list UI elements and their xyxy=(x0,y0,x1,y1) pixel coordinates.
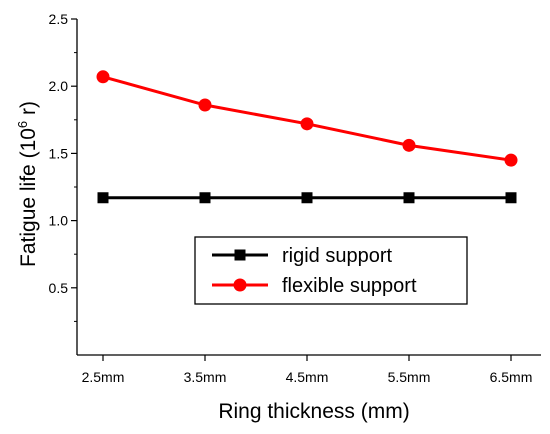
y-tick-label: 2.0 xyxy=(49,78,69,94)
data-point xyxy=(402,138,416,152)
data-point xyxy=(301,192,313,204)
y-ticks: 0.5 1.0 1.5 2.0 2.5 xyxy=(49,11,77,322)
legend-label: flexible support xyxy=(282,275,417,297)
data-point xyxy=(504,153,518,167)
data-point xyxy=(300,117,314,131)
y-tick-label: 1.5 xyxy=(49,145,69,161)
data-point xyxy=(403,192,415,204)
data-point xyxy=(505,192,517,204)
x-tick-label: 4.5mm xyxy=(286,369,329,385)
y-tick-label: 2.5 xyxy=(49,11,69,27)
y-axis-title-exponent: 6 xyxy=(15,121,30,128)
x-ticks: 2.5mm 3.5mm 4.5mm 5.5mm 6.5mm xyxy=(82,355,533,385)
series-layer xyxy=(96,70,518,204)
x-tick-label: 6.5mm xyxy=(490,369,533,385)
y-axis-title-main: Fatigue life (10 xyxy=(17,128,40,267)
legend-item: flexible support xyxy=(212,275,417,297)
x-tick-label: 3.5mm xyxy=(184,369,227,385)
legend-marker xyxy=(234,249,246,261)
data-point xyxy=(199,192,211,204)
x-tick-label: 2.5mm xyxy=(82,369,125,385)
y-axis-title: Fatigue life (106 r) xyxy=(15,101,40,267)
y-tick-label: 0.5 xyxy=(49,280,69,296)
series-rigid-support xyxy=(97,192,517,204)
y-axis-title-tail: r) xyxy=(17,101,40,121)
legend-marker xyxy=(233,278,247,292)
x-axis-title: Ring thickness (mm) xyxy=(218,400,409,423)
x-tick-label: 5.5mm xyxy=(388,369,431,385)
data-point xyxy=(96,70,110,84)
legend-item: rigid support xyxy=(212,245,393,267)
legend: rigid support flexible support xyxy=(194,236,468,305)
series-flexible-support xyxy=(96,70,518,167)
data-point xyxy=(198,98,212,112)
legend-label: rigid support xyxy=(282,245,393,267)
y-tick-label: 1.0 xyxy=(49,213,69,229)
data-point xyxy=(97,192,109,204)
legend-box xyxy=(194,236,468,305)
